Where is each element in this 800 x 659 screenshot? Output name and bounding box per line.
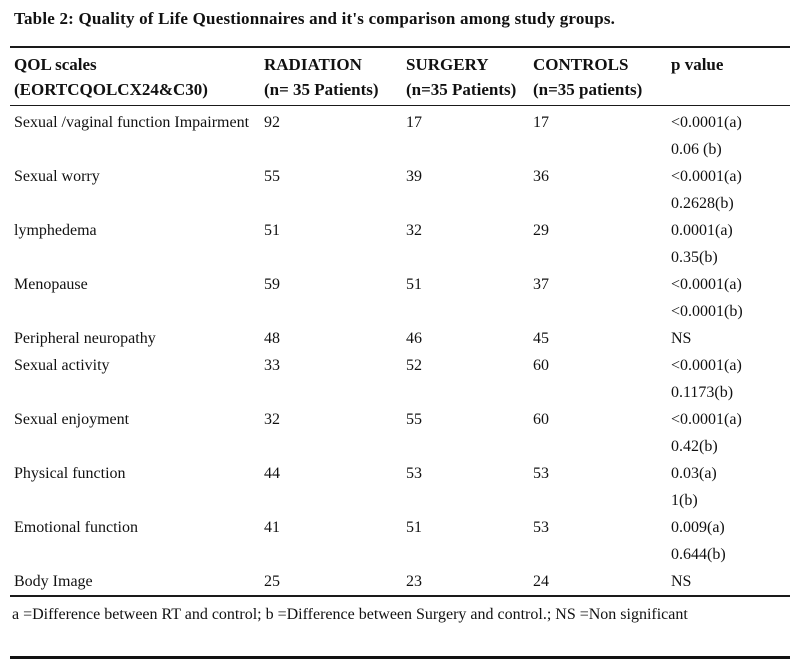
scale-cell: Physical function: [14, 465, 126, 482]
p-value-line: <0.0001(a): [671, 411, 742, 428]
surgery-cell: 23: [406, 573, 422, 590]
p-value-cell: NS: [671, 325, 790, 352]
table-row: Sexual enjoyment 32 55 60 <0.0001(a) 0.42(b): [10, 406, 790, 460]
scale-cell: Menopause: [14, 276, 88, 293]
p-value-line: <0.0001(a): [671, 276, 742, 293]
scale-cell: Peripheral neuropathy: [14, 330, 156, 347]
p-value-cell: NS: [671, 568, 790, 596]
controls-cell: 37: [533, 276, 549, 293]
radiation-cell: 32: [264, 411, 280, 428]
radiation-cell: 55: [264, 168, 280, 185]
p-value-line: <0.0001(b): [671, 303, 743, 320]
scale-cell: Emotional function: [14, 519, 138, 536]
controls-cell: 60: [533, 357, 549, 374]
p-value-line: 0.1173(b): [671, 384, 734, 401]
radiation-cell: 92: [264, 114, 280, 131]
controls-cell: 60: [533, 411, 549, 428]
scale-cell: Sexual /vaginal function Impairment: [14, 114, 250, 131]
radiation-cell: 44: [264, 465, 280, 482]
header-row: QOL scales (EORTCQOLCX24&C30) RADIATION …: [10, 46, 790, 106]
table-row: Physical function 44 53 53 0.03(a) 1(b): [10, 460, 790, 514]
surgery-cell: 46: [406, 330, 422, 347]
surgery-cell: 17: [406, 114, 422, 131]
p-value-cell: <0.0001(a) 0.1173(b): [671, 352, 790, 406]
p-value-cell: <0.0001(a) 0.2628(b): [671, 163, 790, 217]
header-line: (n=35 patients): [533, 80, 643, 99]
p-value-cell: 0.009(a) 0.644(b): [671, 514, 790, 568]
header-line: RADIATION: [264, 55, 362, 74]
scale-cell: Sexual worry: [14, 168, 100, 185]
header-line: SURGERY: [406, 55, 489, 74]
controls-cell: 17: [533, 114, 549, 131]
table-row: Body Image 25 23 24 NS: [10, 568, 790, 596]
table-row: Peripheral neuropathy 48 46 45 NS: [10, 325, 790, 352]
controls-cell: 29: [533, 222, 549, 239]
scale-cell: Body Image: [14, 573, 93, 590]
header-line: QOL scales: [14, 55, 97, 74]
p-value-line: 0.2628(b): [671, 195, 734, 212]
header-line: (EORTCQOLCX24&C30): [14, 80, 208, 99]
header-qol-scales: QOL scales (EORTCQOLCX24&C30): [10, 46, 264, 106]
p-value-cell: 0.0001(a) 0.35(b): [671, 217, 790, 271]
p-value-line: NS: [671, 330, 692, 347]
p-value-line: 0.06 (b): [671, 141, 722, 158]
scale-cell: Sexual enjoyment: [14, 411, 130, 428]
radiation-cell: 59: [264, 276, 280, 293]
p-value-line: <0.0001(a): [671, 114, 742, 131]
radiation-cell: 41: [264, 519, 280, 536]
radiation-cell: 51: [264, 222, 280, 239]
p-value-line: 1(b): [671, 492, 698, 509]
table-row: Sexual activity 33 52 60 <0.0001(a) 0.1173(b): [10, 352, 790, 406]
surgery-cell: 55: [406, 411, 422, 428]
controls-cell: 24: [533, 573, 549, 590]
table-row: Emotional function 41 51 53 0.009(a) 0.644(b): [10, 514, 790, 568]
controls-cell: 53: [533, 519, 549, 536]
controls-cell: 36: [533, 168, 549, 185]
radiation-cell: 48: [264, 330, 280, 347]
p-value-line: 0.03(a): [671, 465, 717, 482]
table-footnote: a =Difference between RT and control; b …: [12, 606, 688, 623]
header-radiation: RADIATION (n= 35 Patients): [264, 46, 406, 106]
surgery-cell: 53: [406, 465, 422, 482]
p-value-line: <0.0001(a): [671, 168, 742, 185]
header-controls: CONTROLS (n=35 patients): [533, 46, 671, 106]
table-title: Table 2: Quality of Life Questionnaires …: [14, 9, 616, 28]
table-row: Sexual worry 55 39 36 <0.0001(a) 0.2628(b): [10, 163, 790, 217]
p-value-line: NS: [671, 573, 692, 590]
header-line: (n=35 Patients): [406, 80, 517, 99]
p-value-line: 0.42(b): [671, 438, 718, 455]
table-header: QOL scales (EORTCQOLCX24&C30) RADIATION …: [10, 46, 790, 106]
p-value-cell: <0.0001(a) 0.42(b): [671, 406, 790, 460]
surgery-cell: 51: [406, 276, 422, 293]
p-value-cell: <0.0001(a) <0.0001(b): [671, 271, 790, 325]
header-p-value: p value: [671, 46, 790, 106]
controls-cell: 53: [533, 465, 549, 482]
table-row: Menopause 59 51 37 <0.0001(a) <0.0001(b): [10, 271, 790, 325]
radiation-cell: 25: [264, 573, 280, 590]
header-line: CONTROLS: [533, 55, 629, 74]
table-row: lymphedema 51 32 29 0.0001(a) 0.35(b): [10, 217, 790, 271]
controls-cell: 45: [533, 330, 549, 347]
header-line: p value: [671, 55, 724, 74]
header-surgery: SURGERY (n=35 Patients): [406, 46, 533, 106]
radiation-cell: 33: [264, 357, 280, 374]
surgery-cell: 39: [406, 168, 422, 185]
table-body: Sexual /vaginal function Impairment 92 17 1…: [10, 106, 790, 596]
p-value-line: <0.0001(a): [671, 357, 742, 374]
header-line: (n= 35 Patients): [264, 80, 379, 99]
p-value-cell: <0.0001(a) 0.06 (b): [671, 106, 790, 164]
p-value-line: 0.009(a): [671, 519, 725, 536]
qol-table: QOL scales (EORTCQOLCX24&C30) RADIATION …: [10, 46, 790, 597]
p-value-line: 0.0001(a): [671, 222, 733, 239]
scale-cell: Sexual activity: [14, 357, 110, 374]
surgery-cell: 51: [406, 519, 422, 536]
p-value-line: 0.35(b): [671, 249, 718, 266]
p-value-cell: 0.03(a) 1(b): [671, 460, 790, 514]
p-value-line: 0.644(b): [671, 546, 726, 563]
surgery-cell: 32: [406, 222, 422, 239]
surgery-cell: 52: [406, 357, 422, 374]
table-row: Sexual /vaginal function Impairment 92 17 1…: [10, 106, 790, 164]
scale-cell: lymphedema: [14, 222, 97, 239]
